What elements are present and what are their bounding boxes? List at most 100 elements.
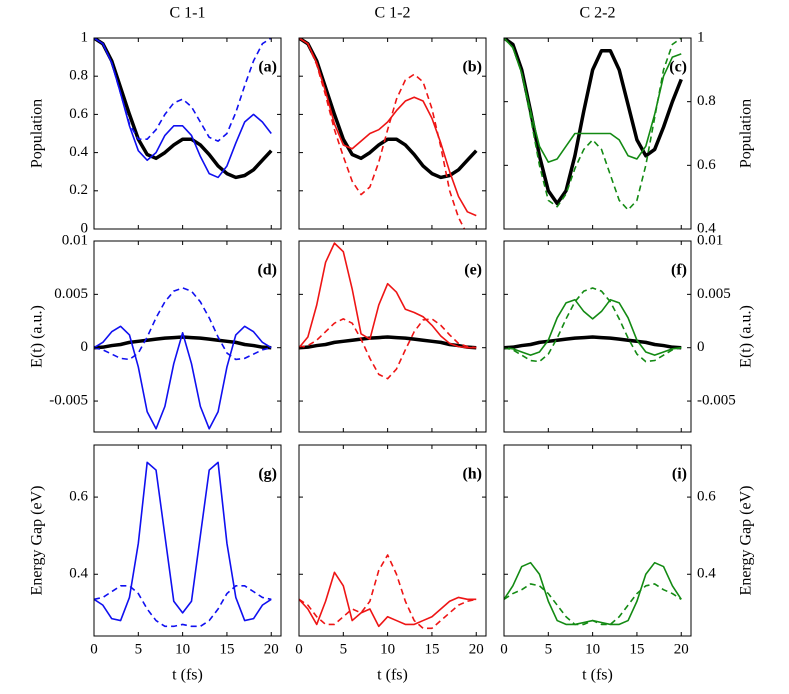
data-line [299, 38, 477, 217]
plot-area [299, 554, 477, 630]
y-tick-label: 0.8 [69, 68, 88, 84]
data-line [94, 287, 272, 361]
y-tick-label: 0.005 [54, 286, 88, 302]
x-tick-label: 5 [340, 641, 348, 657]
data-line [94, 38, 273, 180]
plot-area [504, 561, 682, 626]
plot-frame [298, 37, 487, 230]
panel-label: (h) [462, 466, 482, 483]
y-tick-label: 0 [81, 339, 89, 355]
panel-label: (d) [257, 262, 277, 279]
plot-frame [298, 444, 487, 637]
x-tick-label: 15 [424, 641, 439, 657]
plot-frame [93, 37, 282, 230]
plot-frame [93, 240, 282, 433]
plot-area [94, 287, 272, 430]
plot-area [299, 242, 477, 380]
panel-label: (a) [258, 59, 277, 76]
y-axis-label: Energy Gap (eV) [29, 486, 46, 596]
panel-label: (i) [672, 466, 687, 483]
x-tick-label: 0 [295, 641, 303, 657]
x-tick-label: 0 [500, 641, 508, 657]
y-tick-label: 0 [81, 220, 89, 236]
data-line [504, 583, 682, 626]
y-tick-label: 0.6 [697, 157, 716, 173]
panel-label: (e) [464, 262, 482, 279]
data-line [94, 325, 272, 430]
plot-frame [503, 240, 692, 433]
data-line [299, 571, 477, 628]
y-tick-label: 0.4 [69, 566, 88, 582]
data-line [94, 38, 272, 179]
data-line [299, 554, 477, 630]
data-line [94, 461, 272, 622]
data-line [299, 242, 477, 349]
data-line [299, 38, 466, 229]
y-tick-label: -0.005 [49, 392, 88, 408]
data-line [299, 38, 478, 180]
plot-frame [298, 240, 487, 433]
y-tick-label: 0.2 [69, 182, 88, 198]
plot-area [94, 38, 273, 180]
y-tick-label: 0.4 [69, 144, 88, 160]
data-line [504, 561, 682, 626]
y-tick-label: 0.005 [697, 286, 731, 302]
x-tick-label: 5 [135, 641, 143, 657]
panel-label: (b) [462, 59, 482, 76]
column-title: C 1-1 [170, 5, 206, 22]
y-axis-label: E(t) (a.u.) [738, 305, 755, 368]
y-tick-label: 0.6 [697, 489, 716, 505]
plot-area [504, 287, 682, 363]
y-tick-label: 0.4 [697, 566, 716, 582]
x-tick-label: 5 [545, 641, 553, 657]
y-tick-label: 0.6 [69, 106, 88, 122]
data-line [299, 318, 477, 380]
x-tick-label: 15 [629, 641, 644, 657]
x-tick-label: 0 [90, 641, 98, 657]
panel-label: (f) [671, 262, 687, 279]
y-tick-label: 0.01 [697, 232, 723, 248]
data-line [94, 335, 272, 350]
data-line [299, 335, 477, 350]
data-line [504, 38, 682, 163]
data-line [504, 298, 682, 356]
panel-label: (g) [258, 466, 277, 483]
x-tick-label: 20 [264, 641, 279, 657]
x-axis-label: t (fs) [377, 667, 408, 684]
plot-frame [503, 444, 692, 637]
plot-area [299, 38, 478, 229]
y-tick-label: 0.6 [69, 489, 88, 505]
x-tick-label: 15 [219, 641, 234, 657]
data-line [504, 287, 682, 363]
column-title: C 1-2 [375, 5, 411, 22]
y-tick-label: 1 [697, 29, 705, 45]
plot-area [94, 461, 272, 628]
y-tick-label: 0.4 [697, 220, 716, 236]
data-line [94, 38, 272, 142]
x-tick-label: 10 [585, 641, 600, 657]
plot-frame [503, 37, 692, 230]
y-tick-label: -0.005 [697, 392, 736, 408]
x-axis-label: t (fs) [582, 667, 613, 684]
x-axis-label: t (fs) [172, 667, 203, 684]
column-title: C 2-2 [580, 5, 616, 22]
plot-area [504, 38, 683, 211]
data-line [94, 585, 272, 628]
y-tick-label: 0.01 [62, 232, 88, 248]
y-axis-label: Population [29, 99, 46, 168]
y-tick-label: 0 [697, 339, 705, 355]
x-tick-label: 20 [674, 641, 689, 657]
panel-label: (c) [669, 59, 687, 76]
y-tick-label: 0.8 [697, 93, 716, 109]
data-line [504, 335, 682, 350]
y-axis-label: Population [738, 99, 755, 168]
x-tick-label: 10 [175, 641, 190, 657]
y-axis-label: E(t) (a.u.) [29, 305, 46, 368]
data-line [504, 38, 682, 211]
x-tick-label: 10 [380, 641, 395, 657]
y-axis-label: Energy Gap (eV) [738, 486, 755, 596]
y-tick-label: 1 [81, 29, 89, 45]
x-tick-label: 20 [469, 641, 484, 657]
plot-frame [93, 444, 282, 637]
